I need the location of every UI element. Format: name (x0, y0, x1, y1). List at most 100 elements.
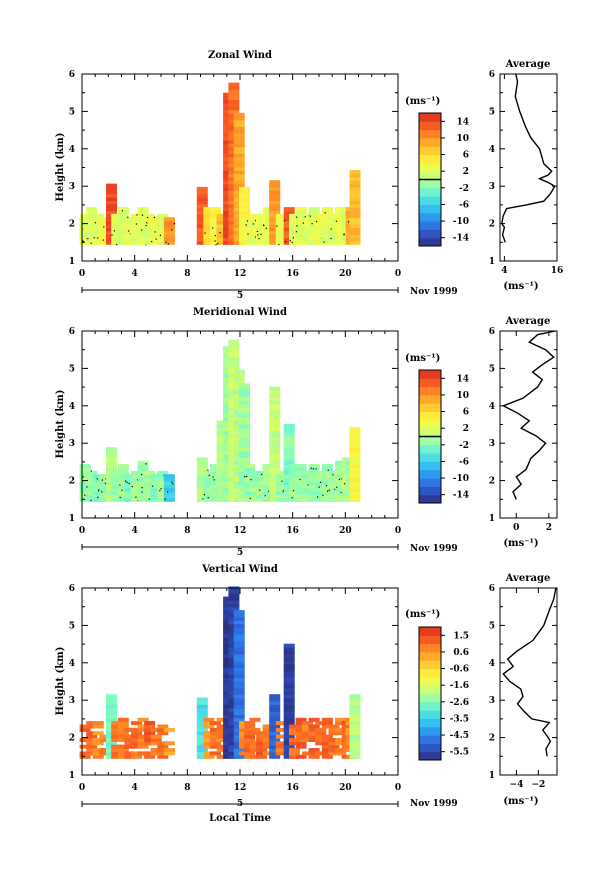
heatmap-cell (335, 237, 347, 242)
heatmap-cell (249, 497, 261, 502)
heatmap-cell (233, 690, 245, 695)
heatmap-cell (289, 470, 300, 475)
heatmap-cell (328, 487, 340, 492)
heatmap-cell (150, 494, 162, 499)
heatmap-cell (244, 738, 256, 742)
heatmap-cell (328, 494, 340, 499)
x-tick-label: 0 (79, 526, 85, 536)
profile-y-tick-label: 2 (489, 477, 495, 487)
heatmap-cell (283, 454, 295, 458)
heatmap-cell (137, 491, 149, 496)
contour-dot (343, 233, 345, 235)
heatmap-cell (92, 741, 104, 746)
heatmap-cell (210, 734, 221, 739)
contour-dot (96, 478, 98, 480)
colorbar-tick-label: 1.5 (453, 631, 469, 641)
contour-dot (320, 481, 322, 483)
heatmap-cell (283, 650, 295, 655)
heatmap-cell (295, 464, 307, 469)
heatmap-cell (269, 237, 281, 242)
heatmap-cell (144, 230, 156, 235)
heatmap-cell (249, 481, 261, 485)
heatmap-cell (295, 738, 307, 742)
heatmap-cell (262, 467, 274, 472)
heatmap-cell (308, 751, 320, 756)
heatmap-cell (131, 741, 142, 746)
heatmap-cell (144, 487, 156, 492)
heatmap-cell (86, 744, 98, 749)
heatmap-cell (111, 754, 123, 759)
heatmap-cell (249, 470, 261, 475)
contour-dot (153, 216, 155, 218)
heatmap-cell (157, 213, 169, 218)
heatmap-cell (302, 484, 314, 489)
heatmap-cell (335, 227, 347, 232)
heatmap-cell (283, 704, 295, 709)
heatmap-cell (349, 447, 361, 452)
contour-dot (325, 485, 327, 487)
heatmap-cell (321, 738, 333, 742)
heatmap-cell (131, 491, 142, 496)
heatmap-cell (86, 484, 98, 489)
heatmap-cell (308, 738, 320, 742)
heatmap-cell (295, 734, 307, 739)
heatmap-cell (262, 470, 274, 475)
date-month-label: Nov 1999 (410, 799, 458, 809)
heatmap-cell (228, 356, 240, 361)
heatmap-cell (157, 481, 169, 485)
heatmap-cell (275, 751, 287, 756)
heatmap-cell (79, 484, 91, 489)
heatmap-cell (321, 213, 333, 218)
heatmap-cell (269, 417, 281, 421)
heatmap-cell (196, 727, 208, 732)
heatmap-cell (239, 454, 250, 458)
heatmap-cell (233, 136, 245, 141)
heatmap-cell (196, 217, 208, 222)
contour-dot (128, 230, 130, 232)
heatmap-cell (315, 470, 327, 475)
heatmap-cell (233, 657, 245, 662)
heatmap-cell (203, 741, 215, 746)
heatmap-cell (302, 220, 314, 225)
colorbar-tick-label: -14 (453, 491, 469, 501)
heatmap-cell (349, 193, 361, 198)
heatmap-cell (163, 477, 175, 482)
heatmap-cell (335, 491, 347, 496)
heatmap-cell (124, 234, 136, 239)
heatmap-cell (349, 734, 361, 739)
contour-dot (104, 482, 106, 484)
heatmap-cell (111, 227, 123, 232)
contour-dot (268, 490, 270, 492)
heatmap-cell (283, 694, 295, 699)
heatmap-cell (269, 437, 281, 442)
contour-dot (116, 244, 118, 246)
heatmap-cell (256, 744, 268, 749)
heatmap-cell (262, 744, 274, 749)
heatmap-cell (335, 497, 347, 502)
heatmap-cell (239, 400, 250, 405)
colorbar-band (419, 204, 441, 214)
heatmap-cell (111, 491, 123, 496)
heatmap-cell (196, 220, 208, 225)
colorbar-tick-label: 2 (463, 167, 469, 177)
heatmap-cell (349, 497, 361, 502)
colorbar-band (419, 428, 441, 437)
heatmap-cell (137, 494, 149, 499)
contour-dot (167, 491, 169, 493)
heatmap-cell (289, 237, 300, 242)
contour-dot (124, 480, 127, 482)
heatmap-cell (349, 454, 361, 458)
colorbar-band (419, 221, 441, 230)
heatmap-cell (349, 427, 361, 432)
heatmap-cell (256, 738, 268, 742)
heatmap-cell (275, 721, 287, 726)
heatmap-cell (137, 217, 149, 222)
heatmap-cell (269, 186, 281, 191)
heatmap-cell (131, 497, 142, 502)
heatmap-cell (163, 230, 175, 235)
heatmap-cell (111, 484, 123, 489)
contour-dot (94, 222, 97, 224)
heatmap-cell (239, 433, 250, 438)
colorbar-tick-label: -1.6 (450, 681, 469, 691)
heatmap-cell (157, 487, 169, 492)
